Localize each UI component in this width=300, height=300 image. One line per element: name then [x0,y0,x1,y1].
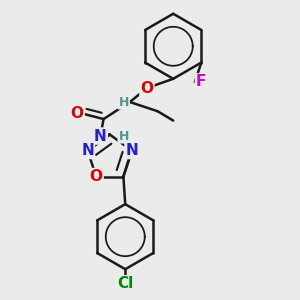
Text: Cl: Cl [117,276,134,291]
Text: O: O [71,106,84,121]
Text: F: F [196,74,206,89]
Text: N: N [125,143,138,158]
Text: H: H [118,95,129,109]
Text: H: H [118,130,129,142]
Text: O: O [90,169,103,184]
Text: N: N [94,129,107,144]
Text: O: O [140,81,153,96]
Text: N: N [81,143,94,158]
